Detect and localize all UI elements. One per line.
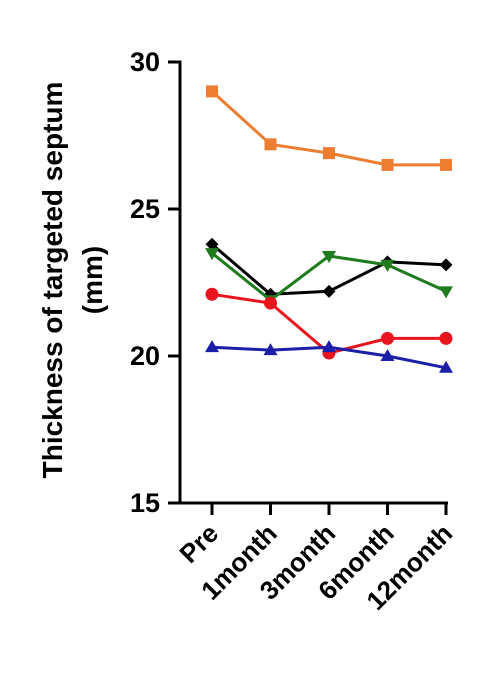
data-point-diamond xyxy=(322,284,336,298)
y-tick-label: 30 xyxy=(130,47,160,77)
y-axis-title-line1: Thickness of targeted septum xyxy=(37,82,68,479)
data-point-triangle-up xyxy=(205,340,219,353)
data-point-triangle-up xyxy=(439,360,453,373)
data-point-circle xyxy=(439,331,453,345)
y-axis-title: Thickness of targeted septum (mm) xyxy=(37,82,108,479)
series-1 xyxy=(206,85,452,171)
series-2 xyxy=(205,237,453,301)
data-point-square xyxy=(440,158,452,171)
series-5 xyxy=(205,340,453,373)
data-point-diamond xyxy=(439,258,453,272)
data-point-circle xyxy=(264,296,277,310)
data-point-triangle-up xyxy=(322,340,336,353)
data-point-square xyxy=(381,158,394,171)
y-tick-label: 20 xyxy=(130,341,160,371)
data-point-circle xyxy=(205,287,219,301)
data-point-triangle-down xyxy=(439,286,453,299)
data-point-diamond xyxy=(205,237,219,251)
data-point-triangle-down xyxy=(205,248,219,261)
data-point-square xyxy=(264,138,277,151)
data-point-circle xyxy=(381,331,394,345)
y-tick-label: 25 xyxy=(130,194,160,224)
x-tick-label: Pre xyxy=(173,518,224,569)
data-point-triangle-down xyxy=(380,259,395,272)
data-point-triangle-up xyxy=(263,343,278,356)
y-tick-label: 15 xyxy=(130,488,160,518)
data-point-triangle-up xyxy=(380,349,395,361)
data-point-triangle-down xyxy=(322,251,336,264)
data-point-square xyxy=(323,147,335,160)
y-axis-title-line2: (mm) xyxy=(77,246,108,314)
series-layer xyxy=(205,85,453,373)
data-point-square xyxy=(206,85,218,98)
